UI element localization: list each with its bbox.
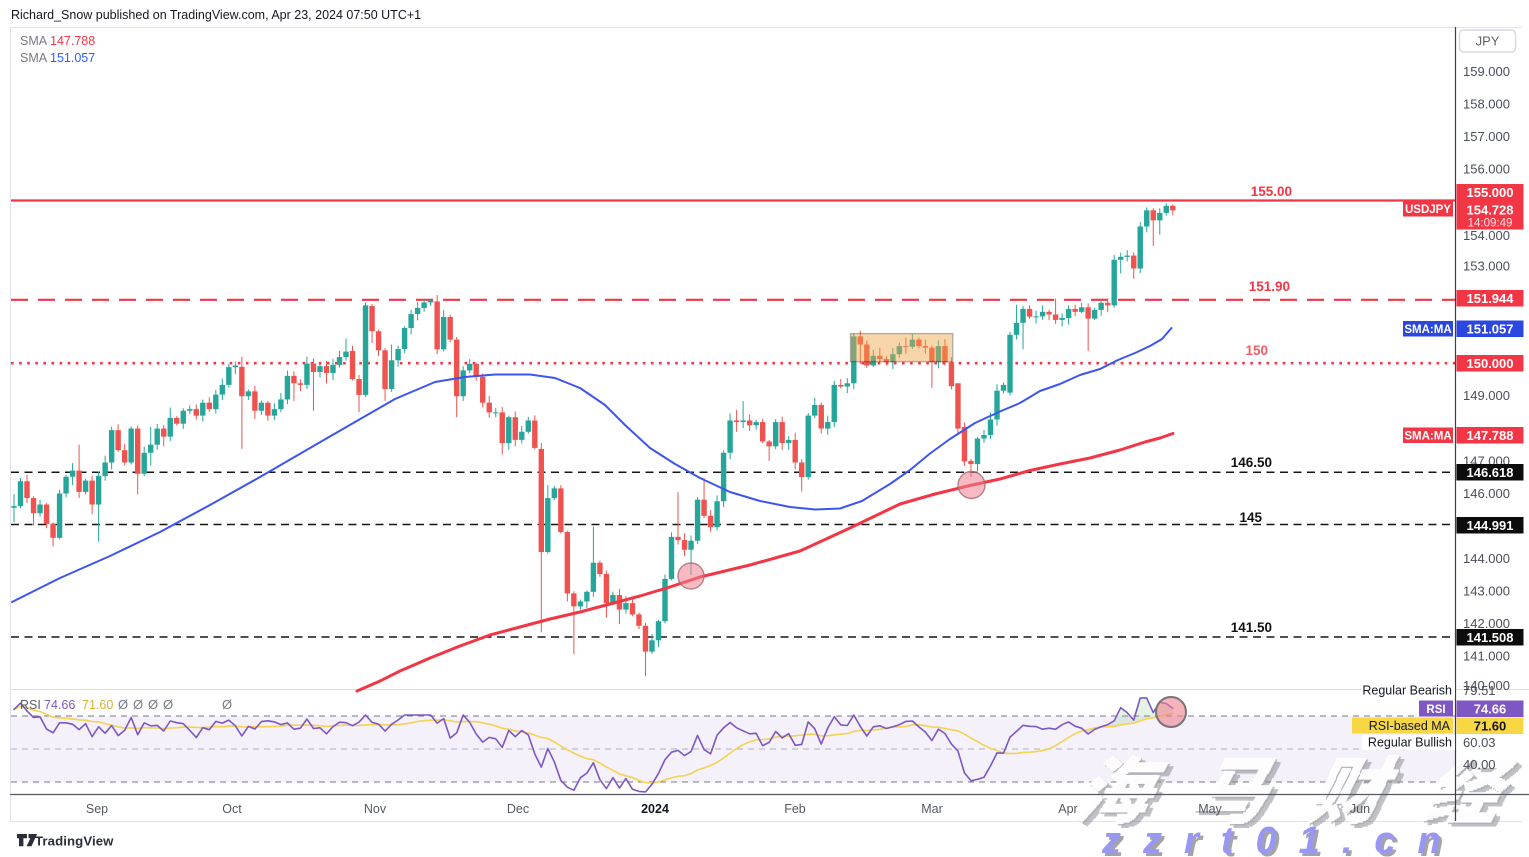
svg-text:Ø: Ø bbox=[163, 697, 173, 712]
svg-text:Ø: Ø bbox=[133, 697, 143, 712]
svg-text:Feb: Feb bbox=[784, 802, 806, 816]
svg-text:153.000: 153.000 bbox=[1463, 259, 1510, 274]
svg-text:Regular Bullish: Regular Bullish bbox=[1368, 736, 1452, 750]
svg-text:159.000: 159.000 bbox=[1463, 64, 1510, 79]
svg-text:144.000: 144.000 bbox=[1463, 551, 1510, 566]
svg-text:Richard_Snow published on Trad: Richard_Snow published on TradingView.co… bbox=[11, 8, 421, 22]
svg-text:SMA: SMA bbox=[20, 34, 48, 48]
svg-text:146.000: 146.000 bbox=[1463, 486, 1510, 501]
svg-text:SMA: SMA bbox=[20, 51, 48, 65]
svg-text:Ø: Ø bbox=[222, 697, 232, 712]
svg-text:155.00: 155.00 bbox=[1251, 184, 1292, 199]
svg-text:Apr: Apr bbox=[1058, 802, 1077, 816]
svg-text:79.51: 79.51 bbox=[1463, 683, 1496, 698]
svg-text:40.00: 40.00 bbox=[1463, 757, 1496, 772]
svg-text:149.000: 149.000 bbox=[1463, 388, 1510, 403]
svg-text:158.000: 158.000 bbox=[1463, 97, 1510, 112]
svg-text:71.60: 71.60 bbox=[82, 698, 113, 712]
svg-text:151.057: 151.057 bbox=[1467, 321, 1514, 336]
svg-text:USDJPY: USDJPY bbox=[1405, 204, 1451, 216]
svg-text:SMA:MA: SMA:MA bbox=[1404, 324, 1451, 336]
svg-text:RSI-based MA: RSI-based MA bbox=[1369, 719, 1451, 733]
svg-text:157.000: 157.000 bbox=[1463, 129, 1510, 144]
svg-text:154.728: 154.728 bbox=[1467, 202, 1514, 217]
svg-text:Regular Bearish: Regular Bearish bbox=[1362, 684, 1452, 698]
svg-text:71.60: 71.60 bbox=[1474, 719, 1507, 734]
svg-text:RSI: RSI bbox=[1426, 704, 1445, 716]
svg-text:151.944: 151.944 bbox=[1467, 291, 1515, 306]
svg-text:Jun: Jun bbox=[1350, 802, 1370, 816]
svg-text:146.618: 146.618 bbox=[1467, 465, 1514, 480]
svg-text:151.057: 151.057 bbox=[50, 51, 95, 65]
svg-text:zzrt01.cn: zzrt01.cn bbox=[1104, 823, 1466, 857]
svg-text:142.000: 142.000 bbox=[1463, 616, 1510, 631]
svg-text:141.50: 141.50 bbox=[1231, 620, 1272, 635]
svg-text:140.000: 140.000 bbox=[1463, 678, 1510, 693]
svg-text:2024: 2024 bbox=[641, 802, 669, 816]
svg-text:145: 145 bbox=[1239, 510, 1262, 525]
svg-text:74.66: 74.66 bbox=[1474, 702, 1507, 717]
svg-text:60.03: 60.03 bbox=[1463, 735, 1496, 750]
svg-text:74.66: 74.66 bbox=[44, 698, 75, 712]
svg-text:147.788: 147.788 bbox=[1467, 428, 1514, 443]
svg-text:141.000: 141.000 bbox=[1463, 649, 1510, 664]
svg-text:150.000: 150.000 bbox=[1467, 356, 1514, 371]
svg-text:143.000: 143.000 bbox=[1463, 584, 1510, 599]
svg-text:141.508: 141.508 bbox=[1467, 630, 1514, 645]
svg-text:14:09:49: 14:09:49 bbox=[1468, 218, 1513, 230]
svg-text:SMA:MA: SMA:MA bbox=[1404, 431, 1451, 443]
svg-text:Nov: Nov bbox=[364, 802, 387, 816]
svg-text:TradingView: TradingView bbox=[35, 834, 114, 849]
svg-text:Oct: Oct bbox=[222, 802, 242, 816]
svg-text:Dec: Dec bbox=[507, 802, 529, 816]
svg-text:146.50: 146.50 bbox=[1231, 455, 1272, 470]
svg-text:zzrt01.cn: zzrt01.cn bbox=[1101, 820, 1463, 857]
svg-text:RSI: RSI bbox=[20, 698, 41, 712]
svg-text:Ø: Ø bbox=[118, 697, 128, 712]
svg-text:Sep: Sep bbox=[86, 802, 108, 816]
svg-text:155.000: 155.000 bbox=[1467, 185, 1514, 200]
svg-text:May: May bbox=[1198, 802, 1222, 816]
svg-text:151.90: 151.90 bbox=[1249, 279, 1290, 294]
svg-text:147.788: 147.788 bbox=[50, 34, 95, 48]
svg-text:Mar: Mar bbox=[921, 802, 943, 816]
svg-text:156.000: 156.000 bbox=[1463, 162, 1510, 177]
svg-text:144.991: 144.991 bbox=[1467, 518, 1514, 533]
svg-text:Ø: Ø bbox=[148, 697, 158, 712]
svg-text:150: 150 bbox=[1245, 343, 1268, 358]
svg-text:JPY: JPY bbox=[1476, 34, 1500, 49]
svg-text:154.000: 154.000 bbox=[1463, 228, 1510, 243]
